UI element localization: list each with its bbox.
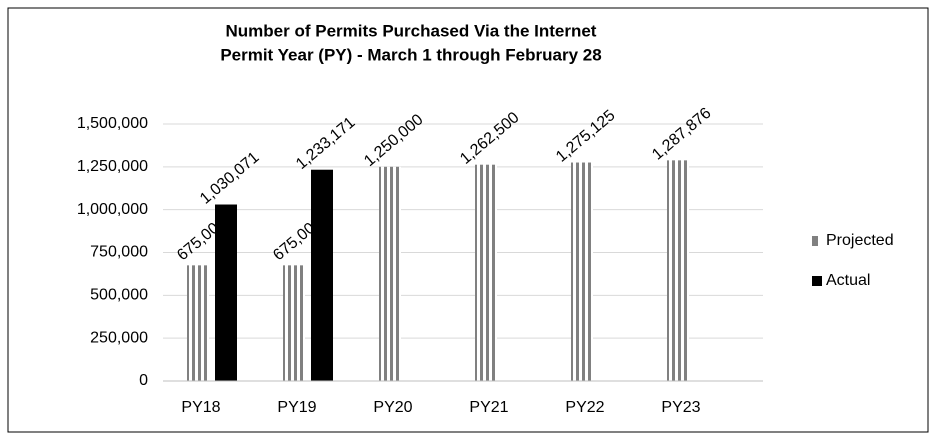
x-tick-label: PY21 xyxy=(469,399,508,416)
bar xyxy=(215,204,237,381)
y-tick-label: 1,500,000 xyxy=(77,115,148,132)
chart-subtitle: Permit Year (PY) - March 1 through Febru… xyxy=(220,45,601,64)
legend-label: Projected xyxy=(826,232,894,249)
x-tick-label: PY18 xyxy=(181,399,220,416)
x-tick-label: PY20 xyxy=(373,399,412,416)
legend-swatch xyxy=(812,276,822,286)
bar xyxy=(571,162,593,381)
y-tick-label: 250,000 xyxy=(90,329,148,346)
x-tick-label: PY19 xyxy=(277,399,316,416)
bar xyxy=(475,164,497,381)
y-tick-label: 1,250,000 xyxy=(77,158,148,175)
legend-label: Actual xyxy=(826,272,870,289)
legend-swatch xyxy=(812,236,818,246)
bar xyxy=(187,265,209,381)
y-tick-label: 500,000 xyxy=(90,287,148,304)
bar xyxy=(283,265,305,381)
chart-border xyxy=(7,7,929,433)
x-tick-label: PY23 xyxy=(661,399,700,416)
chart-title: Number of Permits Purchased Via the Inte… xyxy=(226,21,597,40)
bar xyxy=(311,169,333,381)
bar xyxy=(379,166,401,381)
y-tick-label: 750,000 xyxy=(90,244,148,261)
y-tick-label: 0 xyxy=(139,372,148,389)
x-tick-label: PY22 xyxy=(565,399,604,416)
y-tick-label: 1,000,000 xyxy=(77,201,148,218)
bar xyxy=(667,160,689,381)
